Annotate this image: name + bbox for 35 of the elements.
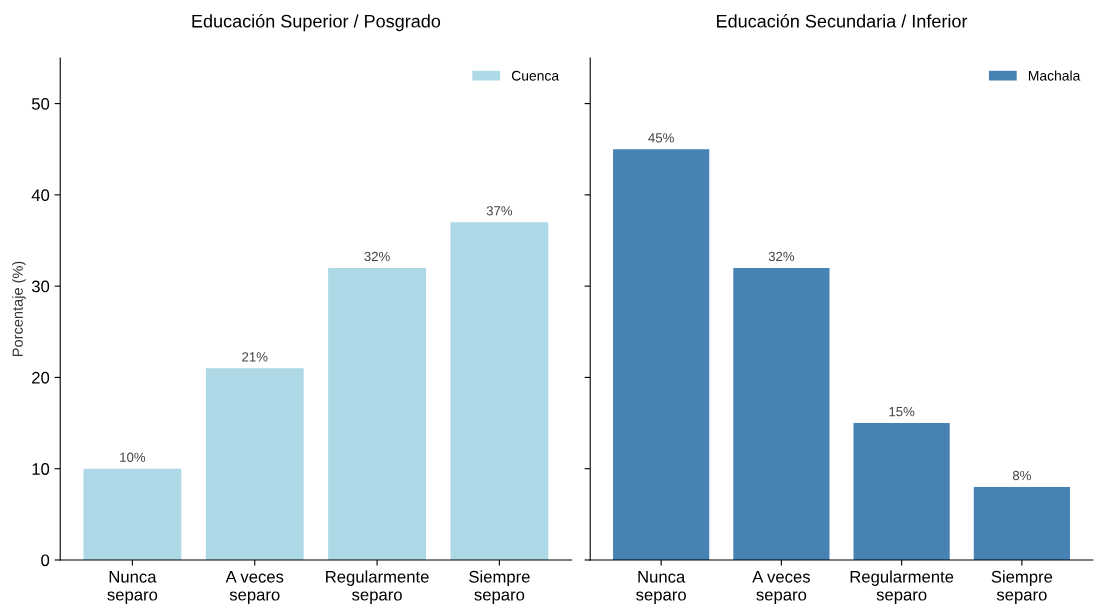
bar xyxy=(328,267,427,560)
data-label: 37% xyxy=(486,206,513,216)
bar xyxy=(205,368,304,560)
y-tick-label: 40 xyxy=(31,189,50,202)
x-tick-label: Regularmente separo xyxy=(326,570,429,604)
y-tick-label: 10 xyxy=(32,463,50,475)
x-tick-label: Nunca separo xyxy=(636,571,686,604)
data-label: 32% xyxy=(768,251,795,262)
y-tick-label: 20 xyxy=(32,371,50,384)
bar xyxy=(733,267,830,560)
data-label: 15% xyxy=(889,407,915,417)
x-tick-label: A veces separo xyxy=(752,571,810,604)
x-tick-label: Regularmente separo xyxy=(850,570,954,604)
chart-title: Educación Superior / Posgrado xyxy=(192,14,441,32)
bar xyxy=(83,468,182,560)
data-label: 32% xyxy=(364,251,390,262)
data-label: 10% xyxy=(120,452,146,462)
bar xyxy=(613,149,710,560)
y-tick-label: 0 xyxy=(41,554,50,567)
y-axis-title: Porcentaje (%) xyxy=(12,261,26,356)
legend-label: Machala xyxy=(1028,70,1081,81)
bar xyxy=(450,222,549,560)
legend-label: Cuenca xyxy=(511,70,560,81)
x-tick-label: Nunca separo xyxy=(107,571,158,604)
data-label: 45% xyxy=(648,133,674,143)
x-tick-label: A veces separo xyxy=(225,571,284,604)
x-tick-label: Siempre separo xyxy=(991,570,1053,604)
data-label: 8% xyxy=(1012,470,1031,481)
bar xyxy=(853,423,950,560)
x-tick-label: Siempre separo xyxy=(469,570,530,604)
chart-title: Educación Secundaria / Inferior xyxy=(717,14,968,28)
y-tick-label: 30 xyxy=(31,280,50,293)
bar xyxy=(973,486,1070,560)
y-tick-label: 50 xyxy=(31,97,50,110)
data-label: 21% xyxy=(242,352,268,362)
